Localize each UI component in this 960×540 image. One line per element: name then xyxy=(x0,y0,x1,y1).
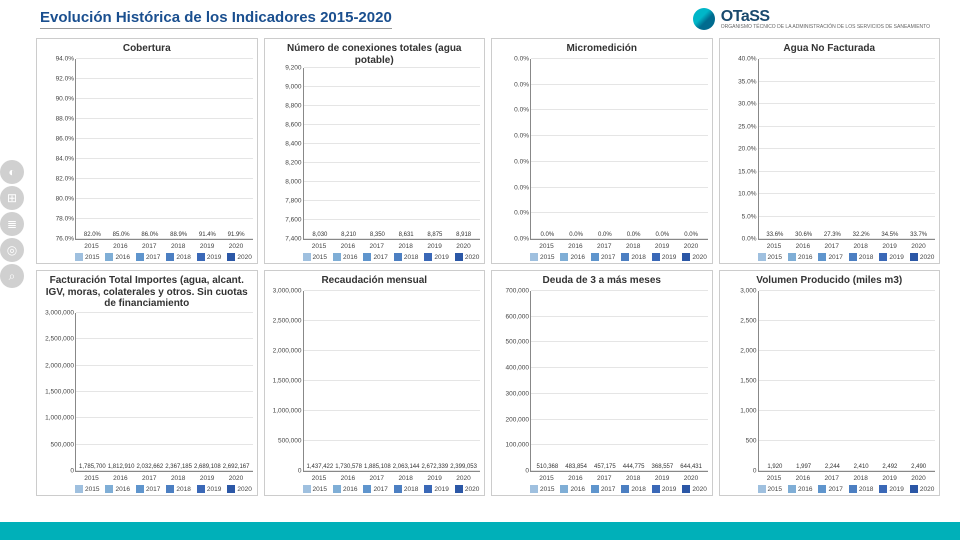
plot-area: 0500,0001,000,0001,500,0002,000,0002,500… xyxy=(303,291,481,472)
side-toolbar: ◐ ⊞ ≣ ◎ ⌕ xyxy=(0,160,26,288)
chart-legend: 201520162017201820192020 xyxy=(303,250,481,261)
page-title: Evolución Histórica de los Indicadores 2… xyxy=(40,9,392,29)
chart-title: Número de conexiones totales (agua potab… xyxy=(269,43,481,66)
charts-grid: Cobertura76.0%78.0%80.0%82.0%84.0%86.0%8… xyxy=(0,34,960,496)
footer-bar xyxy=(0,522,960,540)
plot-area: 0.0%0.0%0.0%0.0%0.0%0.0%0.0%0.0%0.0%0.0%… xyxy=(530,59,708,240)
chart-panel: Micromedición0.0%0.0%0.0%0.0%0.0%0.0%0.0… xyxy=(491,38,713,264)
chart-panel: Facturación Total Importes (agua, alcant… xyxy=(36,270,258,496)
chart-title: Facturación Total Importes (agua, alcant… xyxy=(41,275,253,311)
chart-legend: 201520162017201820192020 xyxy=(758,482,936,493)
logo-icon xyxy=(693,8,715,30)
tool-icon[interactable]: ◐ xyxy=(0,160,24,184)
chart-panel: Cobertura76.0%78.0%80.0%82.0%84.0%86.0%8… xyxy=(36,38,258,264)
logo-sub-text: ORGANISMO TÉCNICO DE LA ADMINISTRACIÓN D… xyxy=(721,25,930,30)
chart-panel: Deuda de 3 a más meses0100,000200,000300… xyxy=(491,270,713,496)
chart-panel: Volumen Producido (miles m3)05001,0001,5… xyxy=(719,270,941,496)
tool-icon[interactable]: ≣ xyxy=(0,212,24,236)
chart-legend: 201520162017201820192020 xyxy=(758,250,936,261)
tool-icon[interactable]: ⊞ xyxy=(0,186,24,210)
brand-logo: OTaSS ORGANISMO TÉCNICO DE LA ADMINISTRA… xyxy=(693,8,930,30)
chart-panel: Número de conexiones totales (agua potab… xyxy=(264,38,486,264)
plot-area: 05001,0001,5002,0002,5003,0001,9201,9972… xyxy=(758,291,936,472)
plot-area: 76.0%78.0%80.0%82.0%84.0%86.0%88.0%90.0%… xyxy=(75,59,253,240)
plot-area: 0100,000200,000300,000400,000500,000600,… xyxy=(530,291,708,472)
chart-legend: 201520162017201820192020 xyxy=(75,250,253,261)
chart-panel: Recaudación mensual0500,0001,000,0001,50… xyxy=(264,270,486,496)
chart-legend: 201520162017201820192020 xyxy=(530,250,708,261)
chart-legend: 201520162017201820192020 xyxy=(75,482,253,493)
plot-area: 7,4007,6007,8008,0008,2008,4008,6008,800… xyxy=(303,68,481,240)
chart-legend: 201520162017201820192020 xyxy=(303,482,481,493)
logo-main-text: OTaSS xyxy=(721,9,930,25)
header: Evolución Histórica de los Indicadores 2… xyxy=(0,0,960,34)
plot-area: 0.0%5.0%10.0%15.0%20.0%25.0%30.0%35.0%40… xyxy=(758,59,936,240)
chart-panel: Agua No Facturada0.0%5.0%10.0%15.0%20.0%… xyxy=(719,38,941,264)
search-icon[interactable]: ⌕ xyxy=(0,264,24,288)
tool-icon[interactable]: ◎ xyxy=(0,238,24,262)
chart-legend: 201520162017201820192020 xyxy=(530,482,708,493)
plot-area: 0500,0001,000,0001,500,0002,000,0002,500… xyxy=(75,313,253,472)
